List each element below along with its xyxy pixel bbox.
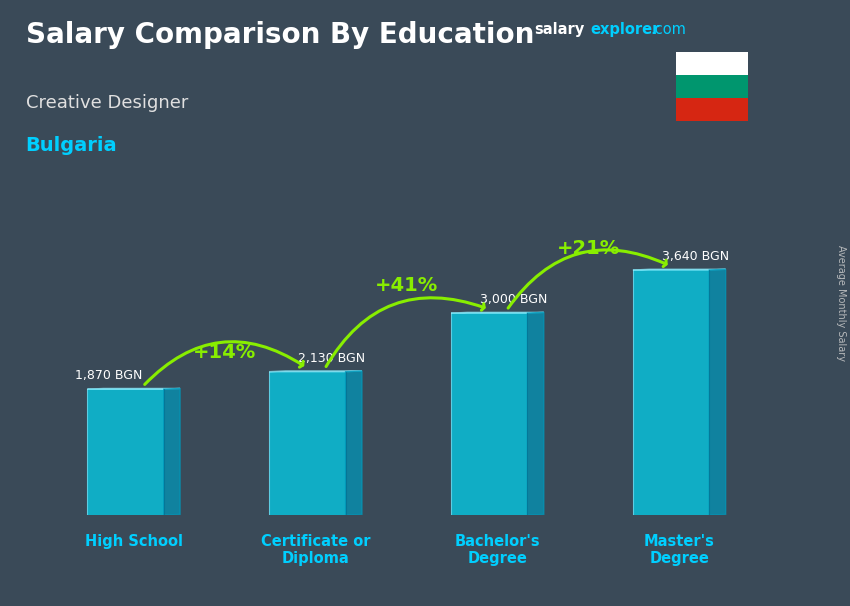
Text: 3,000 BGN: 3,000 BGN bbox=[480, 293, 547, 306]
Bar bbox=[451, 313, 528, 515]
Text: explorer: explorer bbox=[591, 22, 660, 38]
Polygon shape bbox=[709, 269, 726, 515]
Polygon shape bbox=[528, 312, 544, 515]
Bar bbox=[676, 98, 748, 121]
Polygon shape bbox=[346, 371, 362, 515]
Text: Creative Designer: Creative Designer bbox=[26, 94, 188, 112]
Text: salary: salary bbox=[534, 22, 584, 38]
Text: 1,870 BGN: 1,870 BGN bbox=[75, 370, 142, 382]
Polygon shape bbox=[164, 388, 180, 515]
Text: High School: High School bbox=[85, 534, 183, 549]
Bar bbox=[676, 75, 748, 98]
Bar bbox=[633, 270, 709, 515]
Bar bbox=[676, 52, 748, 75]
Text: Bulgaria: Bulgaria bbox=[26, 136, 117, 155]
Polygon shape bbox=[88, 388, 180, 389]
Text: .com: .com bbox=[650, 22, 686, 38]
Text: Bachelor's
Degree: Bachelor's Degree bbox=[455, 534, 541, 567]
Bar bbox=[269, 371, 346, 515]
Text: Salary Comparison By Education: Salary Comparison By Education bbox=[26, 21, 534, 49]
Text: +41%: +41% bbox=[375, 276, 438, 295]
Text: +14%: +14% bbox=[193, 343, 256, 362]
Text: Certificate or
Diploma: Certificate or Diploma bbox=[261, 534, 371, 567]
Text: +21%: +21% bbox=[557, 239, 620, 258]
Text: 2,130 BGN: 2,130 BGN bbox=[298, 352, 366, 365]
Text: 3,640 BGN: 3,640 BGN bbox=[662, 250, 729, 263]
Text: Average Monthly Salary: Average Monthly Salary bbox=[836, 245, 846, 361]
Polygon shape bbox=[451, 312, 544, 313]
Text: Master's
Degree: Master's Degree bbox=[643, 534, 715, 567]
Polygon shape bbox=[633, 269, 726, 270]
Bar bbox=[88, 389, 164, 515]
